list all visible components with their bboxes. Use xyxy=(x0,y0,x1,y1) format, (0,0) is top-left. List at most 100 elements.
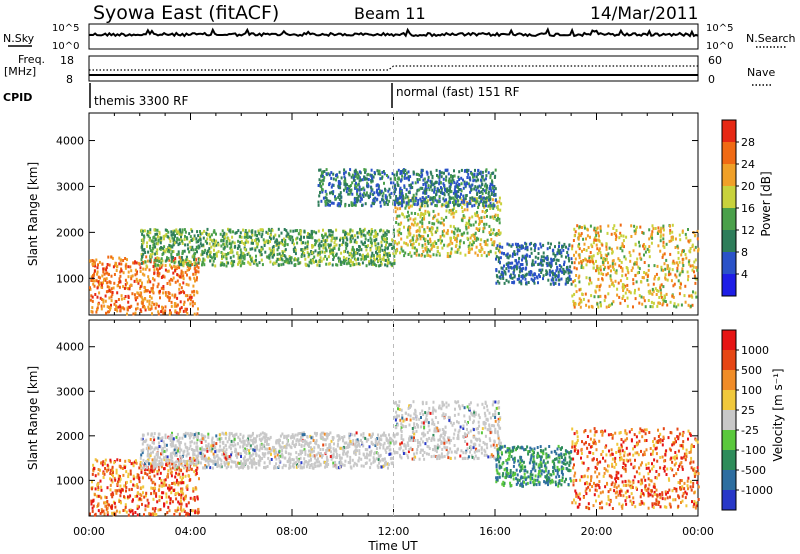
data-cell xyxy=(128,495,131,499)
data-cell xyxy=(327,463,330,466)
data-cell xyxy=(569,277,572,281)
data-cell xyxy=(176,303,179,307)
data-cell xyxy=(385,201,388,205)
data-cell xyxy=(195,237,198,241)
data-cell xyxy=(402,200,405,204)
data-cell xyxy=(153,509,156,513)
data-cell xyxy=(91,306,94,310)
data-cell xyxy=(134,311,137,315)
data-cell xyxy=(343,188,345,192)
data-cell xyxy=(397,168,400,172)
data-cell xyxy=(333,241,336,245)
data-cell xyxy=(369,195,371,198)
noise-tick-top-right: 10^5 xyxy=(706,23,733,34)
data-cell xyxy=(157,238,160,242)
data-cell xyxy=(534,246,537,249)
data-cell xyxy=(583,224,586,228)
data-cell xyxy=(104,501,107,504)
data-cell xyxy=(466,231,469,235)
data-cell xyxy=(128,488,131,492)
data-cell xyxy=(341,243,344,247)
data-cell xyxy=(324,246,327,250)
data-cell xyxy=(390,243,393,246)
data-cell xyxy=(142,491,144,495)
data-cell xyxy=(374,196,377,200)
data-cell xyxy=(147,275,150,279)
data-cell xyxy=(537,252,540,255)
data-cell xyxy=(100,285,103,289)
data-cell xyxy=(446,204,449,208)
data-cell xyxy=(188,296,191,300)
data-cell xyxy=(322,196,325,200)
data-cell xyxy=(530,251,533,255)
data-cell xyxy=(578,301,581,305)
data-cell xyxy=(247,260,250,264)
data-cell xyxy=(182,497,185,501)
data-cell xyxy=(313,255,316,259)
data-cell xyxy=(158,291,161,295)
data-cell xyxy=(687,278,689,282)
data-cell xyxy=(362,253,364,257)
data-cell xyxy=(201,231,204,235)
data-cell xyxy=(173,241,176,245)
data-cell xyxy=(173,229,176,233)
data-cell xyxy=(229,251,232,254)
data-cell xyxy=(152,487,155,490)
data-cell xyxy=(528,254,531,258)
data-cell xyxy=(239,445,242,449)
data-cell xyxy=(346,244,349,248)
data-cell xyxy=(256,234,258,237)
data-cell xyxy=(102,471,105,475)
data-cell xyxy=(439,221,442,225)
data-cell xyxy=(118,262,121,266)
data-cell xyxy=(115,304,117,308)
data-cell xyxy=(480,253,483,257)
data-cell xyxy=(212,259,215,263)
data-cell xyxy=(452,230,455,234)
data-cell xyxy=(403,184,406,188)
data-cell xyxy=(602,258,605,262)
data-cell xyxy=(481,219,483,223)
data-cell xyxy=(167,235,170,239)
data-cell xyxy=(634,232,637,236)
data-cell xyxy=(194,486,197,490)
data-cell xyxy=(178,287,181,291)
data-cell xyxy=(398,227,401,231)
data-cell xyxy=(347,185,350,189)
data-cell xyxy=(446,244,449,248)
data-cell xyxy=(597,238,600,242)
data-cell xyxy=(656,289,659,292)
data-cell xyxy=(171,488,174,492)
data-cell xyxy=(647,264,650,268)
data-cell xyxy=(433,182,436,186)
data-cell xyxy=(150,304,153,308)
data-cell xyxy=(363,168,366,172)
data-cell xyxy=(111,491,114,495)
data-cell xyxy=(123,508,126,512)
data-cell xyxy=(197,451,200,455)
data-cell xyxy=(211,239,214,243)
data-cell xyxy=(292,238,294,242)
data-cell xyxy=(547,278,550,282)
data-cell xyxy=(109,477,112,481)
data-cell xyxy=(430,202,433,206)
data-cell xyxy=(237,254,240,258)
data-cell xyxy=(247,240,250,244)
data-cell xyxy=(511,254,514,258)
data-cell xyxy=(161,263,164,267)
data-cell xyxy=(436,226,439,230)
data-cell xyxy=(239,231,242,235)
data-cell xyxy=(144,504,147,508)
data-cell xyxy=(471,215,474,219)
data-cell xyxy=(186,237,189,241)
data-cell xyxy=(384,263,387,267)
data-cell xyxy=(164,264,167,267)
data-cell xyxy=(152,283,155,287)
data-cell xyxy=(361,256,364,260)
data-cell xyxy=(499,245,501,249)
data-cell xyxy=(484,210,487,214)
data-cell xyxy=(455,196,458,200)
data-cell xyxy=(549,270,551,274)
data-cell xyxy=(186,487,189,491)
data-cell xyxy=(192,448,195,452)
